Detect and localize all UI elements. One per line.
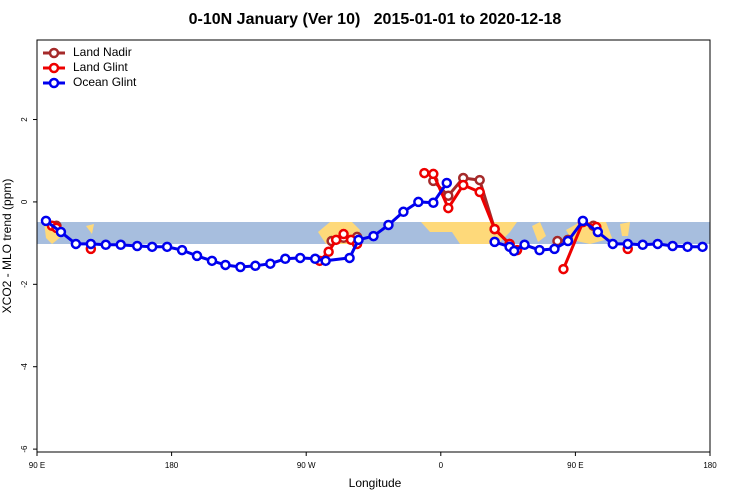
data-point — [419, 167, 430, 179]
data-point — [519, 239, 530, 251]
legend-marker — [48, 62, 60, 74]
data-point — [368, 230, 379, 242]
data-point — [577, 215, 589, 227]
data-point — [330, 234, 342, 246]
legend-marker — [48, 77, 60, 89]
data-point — [40, 215, 52, 227]
y-tick-label: -6 — [20, 445, 29, 453]
legend-marker — [48, 47, 60, 59]
chart-title: 0-10N January (Ver 10) 2015-01-01 to 202… — [189, 11, 562, 28]
data-point — [323, 246, 334, 258]
data-point — [474, 186, 485, 198]
x-tick-label: 0 — [439, 461, 444, 470]
land-patch — [620, 222, 630, 236]
data-point — [250, 260, 261, 272]
data-point — [682, 241, 693, 253]
data-point — [280, 253, 291, 265]
land-patch — [86, 224, 94, 234]
data-point — [428, 168, 439, 180]
data-point — [697, 241, 708, 253]
y-tick-label: 0 — [20, 199, 29, 204]
data-point — [428, 197, 439, 208]
data-point — [320, 255, 331, 267]
data-point — [353, 234, 364, 246]
series-line — [45, 182, 703, 269]
data-point — [309, 253, 321, 265]
data-point — [115, 239, 127, 251]
data-point — [443, 202, 454, 214]
x-tick-label: 90 E — [567, 461, 583, 470]
data-point — [562, 235, 574, 247]
data-point — [637, 239, 648, 251]
data-point — [607, 238, 619, 250]
data-point — [191, 250, 203, 262]
data-point — [206, 255, 218, 267]
x-axis-label: Longitude — [349, 476, 402, 490]
data-point — [398, 206, 409, 218]
x-tick-label: 90 W — [297, 461, 316, 470]
data-point — [131, 240, 143, 252]
data-point — [474, 174, 485, 186]
data-point — [534, 244, 545, 256]
land-patch — [532, 222, 546, 242]
data-point — [508, 245, 520, 257]
data-point — [344, 252, 355, 264]
data-point — [622, 238, 633, 250]
data-point — [265, 258, 276, 269]
data-point — [413, 196, 424, 208]
data-point — [70, 238, 82, 250]
y-tick-label: -4 — [20, 363, 29, 371]
data-point — [235, 261, 246, 273]
data-point — [383, 219, 394, 231]
data-point — [55, 226, 67, 238]
data-point — [457, 179, 469, 191]
data-point — [558, 263, 569, 275]
data-point — [338, 228, 349, 240]
data-point — [592, 226, 604, 238]
data-point — [146, 241, 158, 253]
data-point — [100, 239, 112, 251]
data-point — [489, 236, 500, 248]
x-tick-label: 90 E — [29, 461, 45, 470]
data-point — [652, 238, 663, 250]
data-point — [85, 238, 97, 250]
data-point — [176, 244, 188, 256]
legend-label: Land Nadir — [73, 45, 132, 59]
plot-frame — [36, 39, 711, 453]
legend-label: Ocean Glint — [73, 75, 137, 89]
x-tick-label: 180 — [703, 461, 717, 470]
data-point — [489, 223, 500, 235]
data-point — [667, 240, 678, 252]
legend-label: Land Glint — [73, 60, 128, 74]
data-point — [220, 259, 231, 271]
data-point — [294, 252, 306, 264]
data-point — [441, 177, 453, 189]
y-axis-label: XCO2 - MLO trend (ppm) — [0, 179, 14, 314]
x-tick-label: 180 — [165, 461, 179, 470]
data-point — [549, 243, 560, 255]
y-tick-label: -2 — [20, 280, 29, 288]
data-point — [161, 241, 173, 253]
y-tick-label: 2 — [20, 117, 29, 122]
